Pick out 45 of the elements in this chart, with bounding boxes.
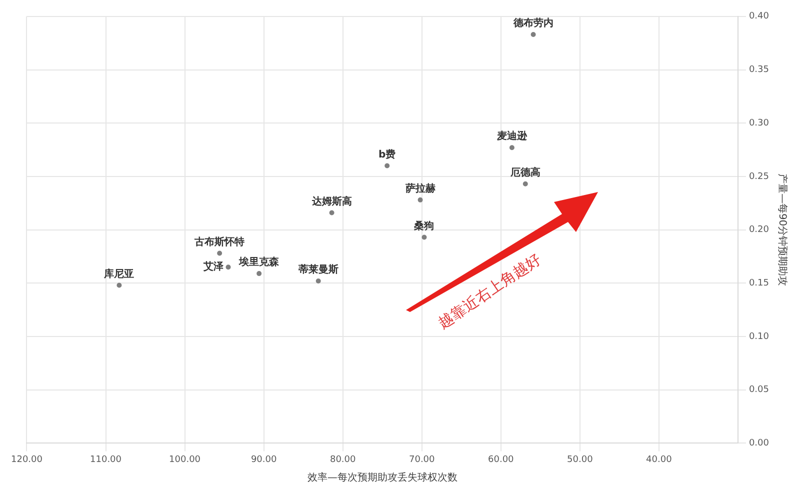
point xyxy=(329,210,334,216)
x-tick-label: 60.00 xyxy=(488,454,514,465)
series-label: 蒂莱曼斯 xyxy=(297,264,338,276)
x-tick-label: 80.00 xyxy=(330,454,356,465)
series-label: b费 xyxy=(378,148,396,160)
point xyxy=(509,145,514,150)
y-tick-label: 0.10 xyxy=(748,332,770,342)
series-label: 古布斯怀特 xyxy=(194,236,245,248)
point xyxy=(226,264,231,270)
point xyxy=(422,234,427,240)
annotation: 越靠近右上角越好 xyxy=(434,250,544,332)
series-label: 麦迪逊 xyxy=(496,130,528,142)
point xyxy=(384,163,390,168)
point xyxy=(522,181,528,186)
y-tick-label: 0.00 xyxy=(748,438,770,449)
point xyxy=(256,271,262,276)
series-label: 库尼亚 xyxy=(103,268,134,280)
x-tick-label: 120.00 xyxy=(10,454,43,465)
y-tick-label: 0.35 xyxy=(748,65,770,76)
x-tick-label: 70.00 xyxy=(408,454,436,465)
x-axis-title: 效率—每次预期助攻丢失球权次数 xyxy=(307,472,458,484)
y-axis-title: 产量—每90分钟预期助攻 xyxy=(776,173,788,286)
point xyxy=(530,32,536,38)
x-tick-label: 100.00 xyxy=(169,454,201,465)
y-tick-label: 0.20 xyxy=(748,225,770,236)
series-label: 埃里克森 xyxy=(238,256,280,268)
y-tick-label: 0.05 xyxy=(748,385,770,396)
series-label: 桑狗 xyxy=(413,220,434,232)
series-label: 达姆斯高 xyxy=(310,195,352,208)
point xyxy=(418,197,423,202)
y-tick-label: 0.15 xyxy=(748,278,770,288)
point xyxy=(116,282,122,288)
x-tick-label: 50.00 xyxy=(567,454,594,465)
series-label: 厄德高 xyxy=(509,166,540,179)
y-tick-label: 0.25 xyxy=(748,172,770,182)
y-tick-label: 0.40 xyxy=(748,12,770,22)
y-tick-label: 0.30 xyxy=(748,118,770,128)
point xyxy=(217,250,222,256)
x-tick-label: 40.00 xyxy=(646,454,672,465)
point xyxy=(316,278,321,284)
x-tick-label: 90.00 xyxy=(250,454,277,465)
x-tick-label: 110.00 xyxy=(90,454,122,465)
series-label: 萨拉赫 xyxy=(404,182,436,195)
series-label: 艾泽 xyxy=(202,260,224,273)
series-label: 德布劳内 xyxy=(512,17,554,30)
